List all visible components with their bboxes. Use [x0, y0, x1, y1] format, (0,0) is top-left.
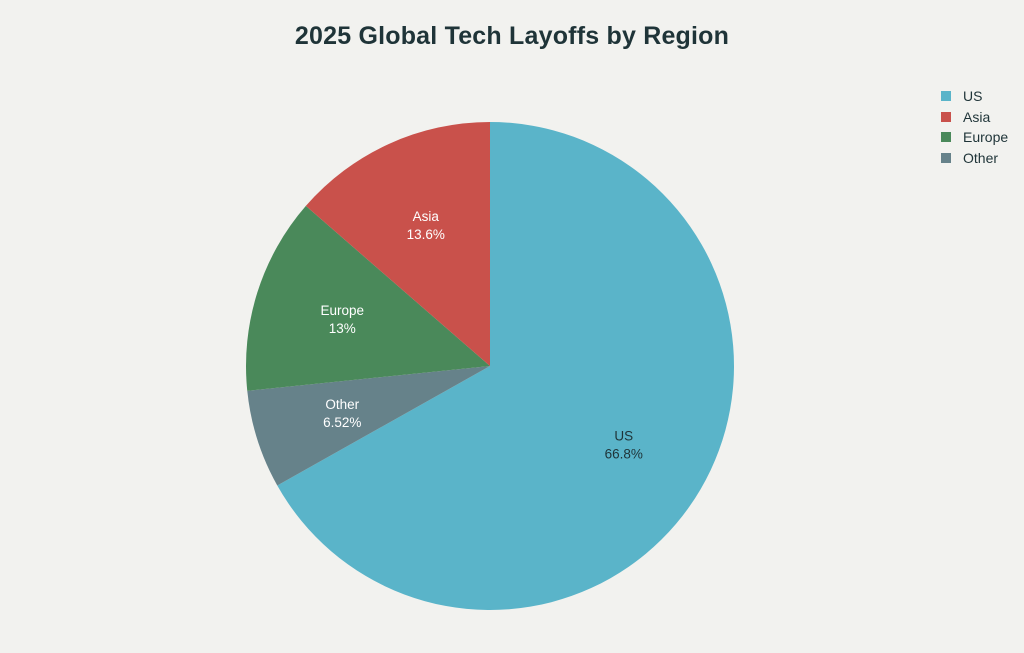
slice-value-europe: 13%	[329, 321, 356, 336]
slice-label-europe: Europe	[320, 303, 364, 318]
slice-value-other: 6.52%	[323, 415, 361, 430]
slice-value-asia: 13.6%	[407, 227, 445, 242]
legend-swatch-other	[941, 152, 951, 163]
slice-value-us: 66.8%	[605, 446, 643, 461]
legend-item-other[interactable]: Other	[941, 148, 1008, 169]
legend-label-other: Other	[963, 149, 999, 166]
legend-item-asia[interactable]: Asia	[941, 107, 1008, 128]
slice-label-us: US	[614, 428, 633, 443]
legend-swatch-europe	[941, 132, 951, 143]
legend-label-asia: Asia	[963, 108, 991, 125]
slice-label-other: Other	[325, 397, 359, 412]
pie-slice-us[interactable]	[277, 122, 734, 610]
legend-item-europe[interactable]: Europe	[941, 127, 1008, 148]
slice-label-asia: Asia	[413, 209, 440, 224]
pie-slice-other[interactable]	[247, 366, 490, 486]
legend-label-us: US	[963, 88, 983, 105]
legend-swatch-asia	[941, 111, 951, 122]
legend-swatch-us	[941, 91, 951, 102]
chart-title: 2025 Global Tech Layoffs by Region	[294, 22, 730, 50]
pie-slice-asia[interactable]	[305, 122, 490, 366]
pie-slice-europe[interactable]	[246, 205, 490, 391]
legend-label-europe: Europe	[963, 129, 1009, 146]
legend: US Asia Europe Other	[941, 86, 1008, 168]
legend-item-us[interactable]: US	[941, 86, 1008, 107]
